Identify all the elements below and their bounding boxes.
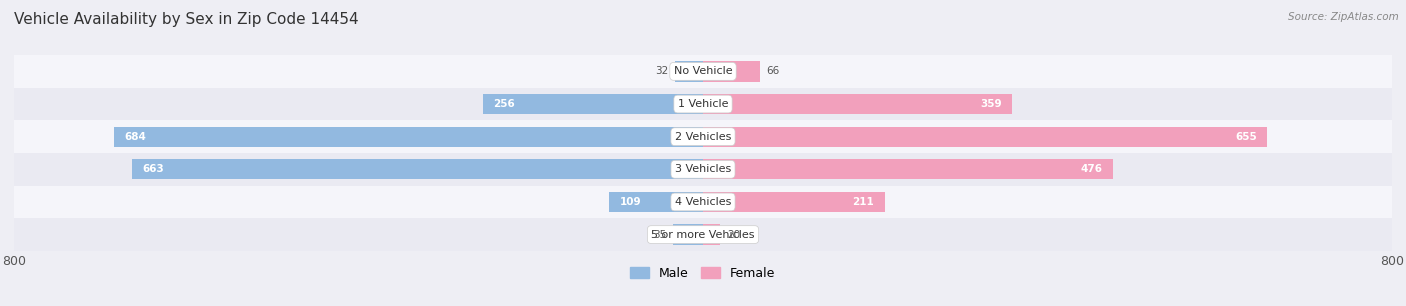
Text: 4 Vehicles: 4 Vehicles [675,197,731,207]
Bar [675,61,703,81]
Bar [132,159,703,179]
Bar [14,153,1392,186]
Text: 655: 655 [1234,132,1257,142]
Text: No Vehicle: No Vehicle [673,66,733,76]
Legend: Male, Female: Male, Female [630,267,776,280]
Bar [14,218,1392,251]
Bar [703,127,1267,147]
Text: 2 Vehicles: 2 Vehicles [675,132,731,142]
Text: 20: 20 [727,230,740,240]
Text: 5 or more Vehicles: 5 or more Vehicles [651,230,755,240]
Text: 66: 66 [766,66,780,76]
Bar [14,186,1392,218]
Bar [609,192,703,212]
Bar [482,94,703,114]
Text: 1 Vehicle: 1 Vehicle [678,99,728,109]
Bar [703,192,884,212]
Bar [703,94,1012,114]
Text: 256: 256 [494,99,515,109]
Text: Vehicle Availability by Sex in Zip Code 14454: Vehicle Availability by Sex in Zip Code … [14,12,359,27]
Bar [703,61,759,81]
Bar [673,225,703,245]
Text: 211: 211 [852,197,875,207]
Text: 684: 684 [124,132,146,142]
Text: 32: 32 [655,66,669,76]
Text: 476: 476 [1081,164,1102,174]
Text: 109: 109 [620,197,641,207]
Bar [703,225,720,245]
Bar [14,120,1392,153]
Text: Source: ZipAtlas.com: Source: ZipAtlas.com [1288,12,1399,22]
Bar [14,55,1392,88]
Text: 3 Vehicles: 3 Vehicles [675,164,731,174]
Text: 663: 663 [142,164,165,174]
Text: 35: 35 [652,230,666,240]
Bar [703,159,1114,179]
Text: 359: 359 [980,99,1002,109]
Bar [114,127,703,147]
Bar [14,88,1392,120]
